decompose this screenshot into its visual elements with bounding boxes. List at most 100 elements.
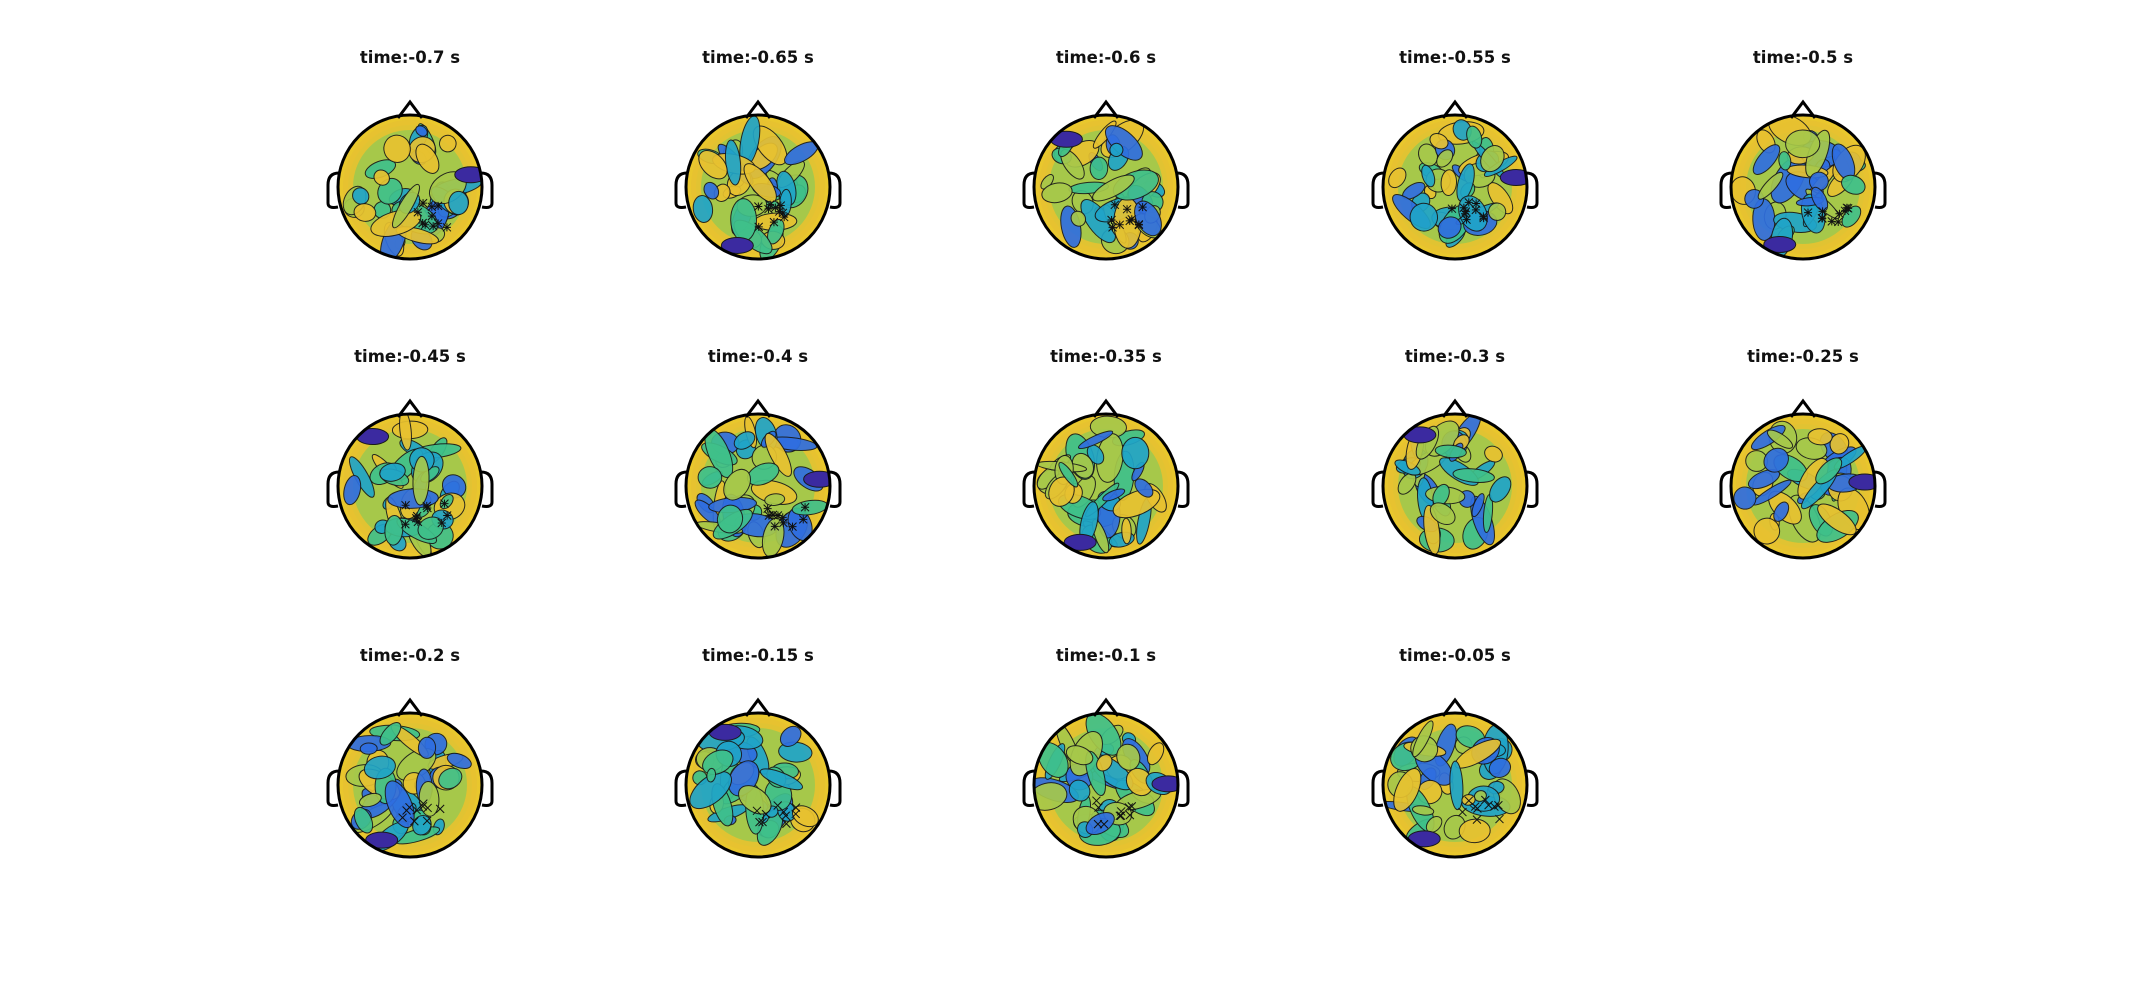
scalp-map <box>1383 414 1527 558</box>
electrode-marker <box>764 511 774 520</box>
electrode-marker <box>422 501 432 511</box>
head-outline <box>684 412 832 560</box>
electrode-marker <box>1110 200 1120 210</box>
panel-title: time:-0.15 s <box>702 646 814 665</box>
electrode-marker <box>435 804 445 814</box>
right-ear-outline <box>1176 769 1190 807</box>
electrode-marker <box>1115 220 1125 230</box>
electrode-marker <box>1471 199 1481 208</box>
left-ear-outline <box>1719 470 1733 508</box>
electrode-marker <box>754 202 763 211</box>
electrode-marker <box>418 218 427 228</box>
left-ear-outline <box>1022 769 1036 807</box>
right-ear-outline <box>480 171 494 209</box>
right-ear-outline <box>1525 470 1539 508</box>
topoplot-panel: time:-0.7 s <box>326 48 494 261</box>
head-outline <box>1729 113 1877 261</box>
electrode-marker <box>1827 217 1837 226</box>
nose-outline <box>1092 99 1120 119</box>
panel-title: time:-0.2 s <box>360 646 460 665</box>
left-ear-outline <box>1719 171 1733 209</box>
head-outline <box>1729 412 1877 560</box>
right-ear-outline <box>828 171 842 209</box>
electrode-marker <box>1134 220 1144 230</box>
left-ear-outline <box>1371 470 1385 508</box>
electrode-marker <box>1116 811 1126 821</box>
topoplot-panel: time:-0.5 s <box>1719 48 1887 261</box>
left-ear-outline <box>674 171 688 209</box>
electrode-marker <box>401 500 410 510</box>
right-ear-outline <box>1176 171 1190 209</box>
scalp-map <box>1731 115 1875 259</box>
panel-title: time:-0.5 s <box>1753 48 1853 67</box>
electrode-marker <box>798 515 808 524</box>
head-outline <box>1381 412 1529 560</box>
scalp-map <box>338 115 482 259</box>
electrode-marker <box>427 211 437 221</box>
electrode-marker <box>770 522 780 531</box>
right-ear-outline <box>828 769 842 807</box>
electrode-marker <box>800 502 810 512</box>
panel-title: time:-0.35 s <box>1050 347 1162 366</box>
electrode-marker <box>1490 802 1499 811</box>
topoplot-panel: time:-0.6 s <box>1022 48 1190 261</box>
topoplot-panel: time:-0.15 s <box>674 646 842 859</box>
panel-title: time:-0.05 s <box>1399 646 1511 665</box>
electrode-marker <box>1818 206 1827 216</box>
electrode-marker <box>440 499 449 508</box>
scalp-map <box>1731 414 1875 558</box>
electrode-marker <box>418 198 428 208</box>
electrode-marker <box>422 816 432 826</box>
head-outline <box>336 711 484 859</box>
electrode-marker <box>411 513 421 523</box>
panel-title: time:-0.3 s <box>1405 347 1505 366</box>
electrode-marker <box>763 504 773 514</box>
nose-outline <box>1441 398 1469 418</box>
electrode-marker <box>437 518 447 528</box>
electrode-marker <box>423 803 432 813</box>
scalp-map <box>338 713 482 857</box>
nose-outline <box>396 697 424 717</box>
electrode-marker <box>1447 204 1457 214</box>
scalp-map <box>1383 115 1527 259</box>
topoplot-panel: time:-0.35 s <box>1022 347 1190 560</box>
left-ear-outline <box>326 769 340 807</box>
right-ear-outline <box>480 769 494 807</box>
head-outline <box>1032 711 1180 859</box>
panel-title: time:-0.1 s <box>1056 646 1156 665</box>
panel-title: time:-0.65 s <box>702 48 814 67</box>
electrode-marker <box>1833 217 1843 227</box>
panel-title: time:-0.7 s <box>360 48 460 67</box>
electrode-marker <box>1460 209 1470 219</box>
electrode-marker <box>405 802 414 812</box>
electrode-marker <box>1125 216 1135 226</box>
electrode-marker <box>1127 802 1137 811</box>
electrode-marker <box>1122 204 1132 214</box>
electrode-marker <box>1125 810 1135 820</box>
scalp-map <box>686 115 830 259</box>
topoplot-panel: time:-0.4 s <box>674 347 842 560</box>
left-ear-outline <box>1371 769 1385 807</box>
panel-title: time:-0.6 s <box>1056 48 1156 67</box>
electrode-marker <box>761 809 771 819</box>
topoplot-panel: time:-0.25 s <box>1719 347 1887 560</box>
right-ear-outline <box>1873 470 1887 508</box>
electrode-marker <box>418 801 428 811</box>
electrode-marker <box>781 811 791 821</box>
head-outline <box>684 711 832 859</box>
scalp-map <box>686 414 830 558</box>
electrode-marker <box>1124 803 1134 812</box>
topoplot-panel: time:-0.1 s <box>1022 646 1190 859</box>
topoplot-panel: time:-0.65 s <box>674 48 842 261</box>
left-ear-outline <box>1022 470 1036 508</box>
electrode-marker <box>769 217 779 227</box>
scalp-map <box>1383 713 1527 857</box>
nose-outline <box>1789 99 1817 119</box>
right-ear-outline <box>828 470 842 508</box>
nose-outline <box>1441 99 1469 119</box>
electrode-marker <box>423 503 432 513</box>
scalp-map <box>1034 115 1178 259</box>
right-ear-outline <box>1873 171 1887 209</box>
right-ear-outline <box>1525 171 1539 209</box>
